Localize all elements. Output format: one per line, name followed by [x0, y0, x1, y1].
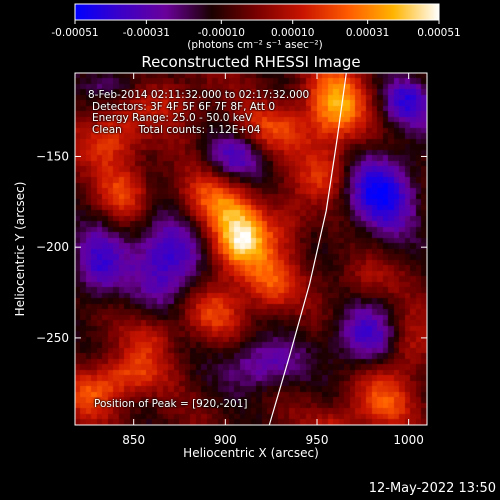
- info-detectors: Detectors: 3F 4F 5F 6F 7F 8F, Att 0: [92, 100, 276, 113]
- x-tick-label: 950: [306, 433, 329, 447]
- colorbar-tick-label: 0.00031: [346, 27, 389, 39]
- colorbar-tick-label: -0.00051: [51, 27, 98, 39]
- y-tick-label: −150: [36, 149, 69, 163]
- solar-limb-curve: [268, 72, 347, 426]
- x-axis-ticks: 850 900 950 1000: [122, 73, 424, 447]
- plot-area: [75, 73, 427, 425]
- colorbar-tick-label: -0.00010: [198, 27, 245, 39]
- colorbar-label: (photons cm⁻² s⁻¹ asec⁻²): [187, 39, 323, 51]
- colorbar-ticks: -0.00051 -0.00031 -0.00010 0.00010 0.00031 0.…: [51, 20, 461, 39]
- x-axis-label: Heliocentric X (arcsec): [183, 446, 319, 460]
- colorbar-tick-label: -0.00031: [123, 27, 170, 39]
- info-block: 8-Feb-2014 02:11:32.000 to 02:17:32.000 …: [82, 89, 310, 136]
- colorbar-tick-label: 0.00051: [417, 27, 460, 39]
- chart-title: Reconstructed RHESSI Image: [141, 53, 361, 71]
- y-tick-label: −200: [36, 240, 69, 254]
- heatmap-image: [75, 73, 427, 425]
- colorbar-tick-label: 0.00010: [271, 27, 314, 39]
- y-axis-ticks: −150 −200 −250: [36, 149, 427, 345]
- plot-frame: [74, 72, 428, 426]
- x-tick-label: 1000: [393, 433, 424, 447]
- colorbar: -0.00051 -0.00031 -0.00010 0.00010 0.00031 0.…: [51, 3, 461, 39]
- y-axis-label: Heliocentric Y (arcsec): [13, 181, 27, 317]
- info-energy: Energy Range: 25.0 - 50.0 keV: [92, 112, 253, 124]
- x-tick-label: 850: [122, 433, 145, 447]
- info-time-range: 8-Feb-2014 02:11:32.000 to 02:17:32.000: [88, 89, 310, 101]
- colorbar-gradient: [74, 3, 440, 21]
- render-timestamp: 12-May-2022 13:50: [368, 481, 496, 496]
- peak-position-label: Position of Peak = [920,-201]: [94, 398, 248, 410]
- info-clean: Clean Total counts: 1.12E+04: [92, 123, 261, 136]
- x-tick-label: 900: [214, 433, 237, 447]
- y-tick-label: −250: [36, 331, 69, 345]
